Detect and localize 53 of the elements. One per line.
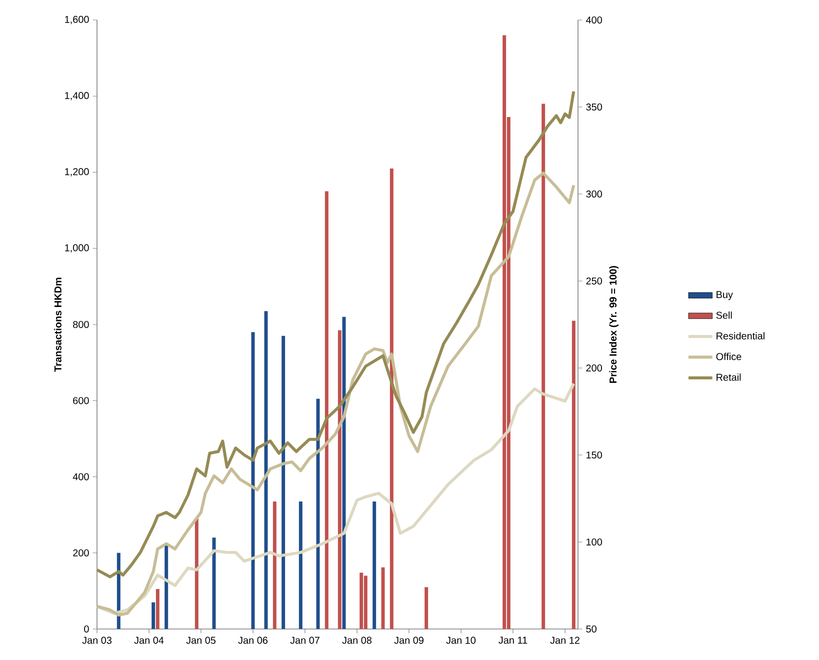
bar [282,336,286,629]
y-tick-label: 1,200 [65,168,89,176]
line-series [96,172,576,617]
y2-tick-label: 250 [586,277,602,285]
y-tick-label: 0 [84,625,89,633]
bar [272,501,276,629]
y-tick-label: 200 [73,549,89,556]
line-series [96,90,576,578]
x-tick-label: Jan 05 [186,636,216,644]
bar [364,576,368,629]
legend-label: Retail [716,373,741,381]
bar [572,320,576,629]
legend-label: Buy [716,291,733,300]
x-tick-label: Jan 11 [498,636,528,644]
bar [360,572,364,629]
legend-label: Sell [716,311,732,319]
bar [156,589,160,629]
x-tick-label: Jan 03 [82,636,112,644]
bar [324,191,328,629]
bar [424,587,428,629]
x-tick-label: Jan 06 [238,636,268,644]
x-tick-label: Jan 07 [290,636,320,644]
bar [542,104,546,629]
bar [338,330,342,629]
y-tick-label: 800 [73,320,89,328]
legend-label: Residential [716,332,764,340]
bar [298,501,302,629]
bar [194,518,198,629]
y-tick-label: 1,600 [65,16,89,24]
x-tick-label: Jan 08 [342,636,372,644]
y2-tick-label: 400 [586,16,602,24]
y-axis-title: Transactions HKDm [54,278,62,372]
y2-tick-label: 100 [586,538,602,546]
legend-label: Office [716,352,742,360]
y2-tick-label: 350 [586,103,602,111]
line-series [96,382,576,615]
y-tick-label: 400 [72,473,89,480]
bar [502,35,506,629]
y-tick-label: 1,400 [65,92,89,100]
x-tick-label: Jan 12 [550,636,580,644]
y2-tick-label: 300 [586,190,602,198]
bar [372,501,376,629]
bar [390,168,394,629]
y2-tick-label: 50 [586,625,596,633]
y2-tick-label: 200 [586,364,602,372]
y2-axis-title: Price Index (Yr. 99 = 100) [609,266,619,383]
y-tick-label: 1,000 [65,244,89,252]
y2-tick-label: 150 [586,451,602,459]
x-tick-label: Jan 04 [134,636,164,644]
x-tick-label: Jan 10 [446,636,476,644]
y-tick-label: 600 [73,397,89,404]
x-tick-label: Jan 09 [394,636,424,644]
bar [152,602,156,629]
